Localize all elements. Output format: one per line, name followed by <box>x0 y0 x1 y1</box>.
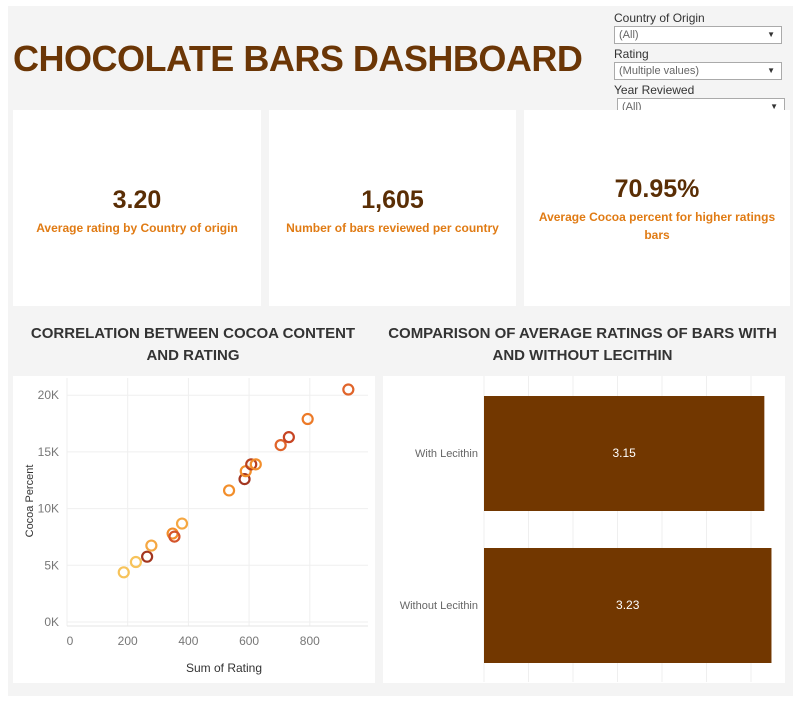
scatter-point <box>274 438 287 452</box>
scatter-point <box>145 539 158 552</box>
scatter-point <box>342 383 355 396</box>
bar <box>484 396 765 511</box>
scatter-point <box>301 412 314 426</box>
x-tick-label: 0 <box>67 634 74 648</box>
x-tick-label: 400 <box>178 634 198 648</box>
kpi-value: 70.95% <box>614 175 700 203</box>
bar <box>484 548 772 663</box>
y-tick-label: 20K <box>38 388 59 402</box>
bar-data-label: 3.23 <box>616 598 640 612</box>
x-tick-label: 200 <box>118 634 138 648</box>
country-of-origin-dropdown[interactable]: (All) ▼ <box>614 26 782 44</box>
bar-chart-panel: 3.15 With Lecithin 3.23 Without Lecithin <box>383 376 785 683</box>
kpi-card-cocoa-percent: 70.95% Average Cocoa percent for higher … <box>524 110 790 306</box>
filter-label-year: Year Reviewed <box>614 83 695 97</box>
scatter-chart-panel: 0 200 400 600 800 0K 5K 10K 15K 20K Sum of Rating… <box>13 376 375 683</box>
scatter-point <box>245 458 258 471</box>
scatter-point <box>117 566 130 579</box>
x-tick-label: 600 <box>239 634 259 648</box>
filter-label-country: Country of Origin <box>614 11 705 25</box>
scatter-point <box>175 517 189 530</box>
scatter-point <box>168 530 181 543</box>
bar-chart: 3.15 With Lecithin 3.23 Without Lecithin <box>400 376 772 682</box>
kpi-label: Number of bars reviewed per country <box>286 221 499 235</box>
kpi-value: 1,605 <box>361 186 424 214</box>
category-label: With Lecithin <box>415 448 478 460</box>
y-tick-label: 10K <box>38 502 59 516</box>
kpi-label: Average Cocoa percent for higher ratings… <box>538 210 776 242</box>
category-label: Without Lecithin <box>400 600 478 612</box>
scatter-point <box>249 458 262 471</box>
kpi-card-bars-reviewed: 1,605 Number of bars reviewed per countr… <box>269 110 516 306</box>
y-tick-label: 0K <box>44 615 59 629</box>
scatter-point <box>282 431 295 444</box>
x-tick-label: 800 <box>300 634 320 648</box>
x-axis-label: Sum of Rating <box>186 661 262 675</box>
rating-dropdown[interactable]: (Multiple values) ▼ <box>614 62 782 80</box>
scatter-point <box>238 473 251 486</box>
caret-down-icon: ▼ <box>770 102 778 111</box>
dropdown-value: (Multiple values) <box>619 65 700 77</box>
scatter-point <box>129 555 142 569</box>
caret-down-icon: ▼ <box>767 66 775 75</box>
kpi-label: Average rating by Country of origin <box>36 221 238 235</box>
scatter-chart-title: CORRELATION BETWEEN COCOA CONTENT AND RA… <box>30 325 356 364</box>
filter-label-rating: Rating <box>614 47 649 61</box>
y-axis-label: Cocoa Percent <box>24 465 36 538</box>
dropdown-value: (All) <box>619 29 639 41</box>
kpi-value: 3.20 <box>112 186 162 214</box>
dashboard-title: CHOCOLATE BARS DASHBOARD <box>13 38 583 79</box>
kpi-card-average-rating: 3.20 Average rating by Country of origin <box>13 110 261 306</box>
scatter-chart: 0 200 400 600 800 0K 5K 10K 15K 20K Sum of Rating… <box>24 378 368 675</box>
scatter-point <box>222 484 236 497</box>
bar-chart-title: COMPARISON OF AVERAGE RATINGS OF BARS WI… <box>388 325 777 364</box>
bar-data-label: 3.15 <box>612 446 636 460</box>
caret-down-icon: ▼ <box>767 30 775 39</box>
filters-panel: Country of Origin (All) ▼ Rating (Multipl… <box>614 10 785 118</box>
y-tick-label: 15K <box>38 445 59 459</box>
y-tick-label: 5K <box>44 558 59 572</box>
scatter-point <box>141 550 154 563</box>
